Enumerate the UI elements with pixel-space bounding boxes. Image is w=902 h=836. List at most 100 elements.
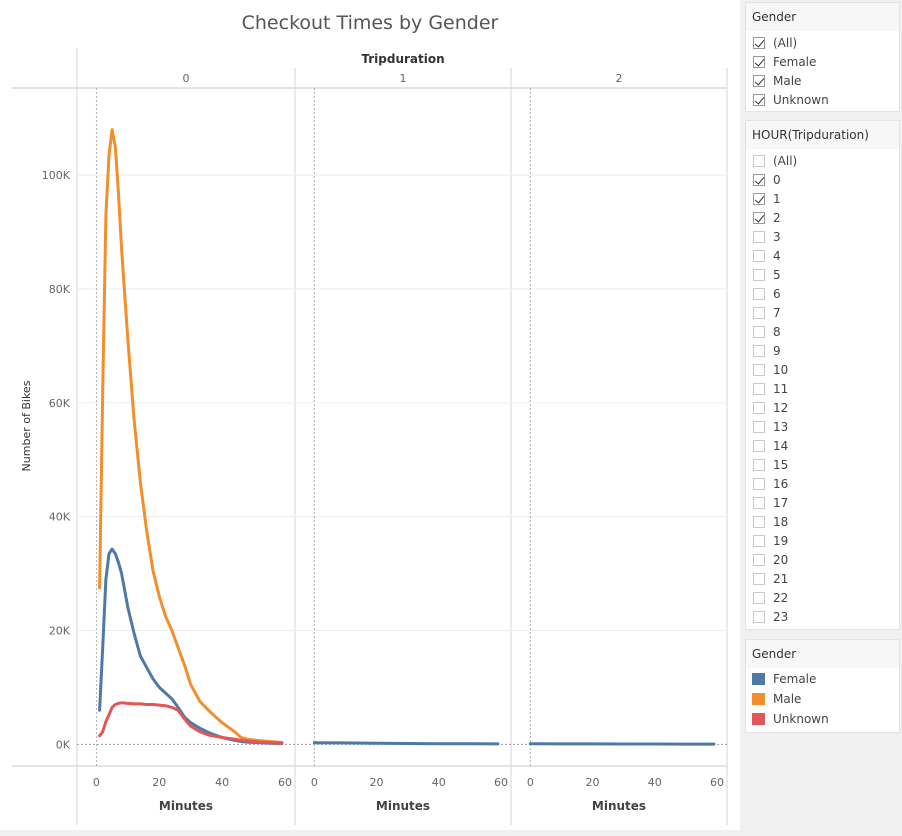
gender-filter-option[interactable]: (All) bbox=[746, 33, 899, 52]
gender-filter-option-label: Male bbox=[773, 73, 802, 88]
checkbox[interactable] bbox=[753, 287, 765, 300]
gender-filter-option[interactable]: Unknown bbox=[746, 90, 899, 109]
x-tick-label: 60 bbox=[278, 776, 292, 789]
x-tick-label: 0 bbox=[527, 776, 534, 789]
hour-filter-option-label: 8 bbox=[773, 324, 781, 339]
x-axis-title: Minutes bbox=[592, 799, 646, 813]
checkbox[interactable] bbox=[753, 363, 765, 376]
legend-list: Female Male Unknown bbox=[746, 668, 899, 732]
checkbox[interactable] bbox=[753, 344, 765, 357]
hour-filter-option-label: 23 bbox=[773, 609, 789, 624]
hour-filter-option[interactable]: 7 bbox=[746, 303, 899, 322]
legend-item[interactable]: Female bbox=[746, 669, 899, 689]
gender-filter-option-label: Female bbox=[773, 54, 817, 69]
hour-filter-list: (All) 0 1 2 3 4 5 6 7 8 9 10 11 12 13 14 15 16 17 18 19 20 21 2… bbox=[746, 149, 899, 629]
checkbox[interactable] bbox=[753, 534, 765, 547]
checkbox[interactable] bbox=[753, 477, 765, 490]
checkbox[interactable] bbox=[753, 36, 765, 49]
hour-filter-option[interactable]: 15 bbox=[746, 455, 899, 474]
hour-filter-option[interactable]: 11 bbox=[746, 379, 899, 398]
hour-filter-option[interactable]: 13 bbox=[746, 417, 899, 436]
x-tick-label: 20 bbox=[370, 776, 384, 789]
legend-swatch bbox=[752, 693, 765, 705]
checkbox[interactable] bbox=[753, 249, 765, 262]
legend-item[interactable]: Unknown bbox=[746, 709, 899, 729]
y-axis-title: Number of Bikes bbox=[20, 380, 33, 471]
checkbox[interactable] bbox=[753, 230, 765, 243]
checkbox[interactable] bbox=[753, 572, 765, 585]
hour-filter-option-label: 17 bbox=[773, 495, 789, 510]
checkbox[interactable] bbox=[753, 173, 765, 186]
checkbox[interactable] bbox=[753, 591, 765, 604]
x-tick-label: 40 bbox=[648, 776, 662, 789]
x-axis-title: Minutes bbox=[159, 799, 213, 813]
panel-label: 2 bbox=[616, 72, 623, 85]
checkbox[interactable] bbox=[753, 401, 765, 414]
hour-filter-option-label: 20 bbox=[773, 552, 789, 567]
x-tick-label: 0 bbox=[93, 776, 100, 789]
checkbox[interactable] bbox=[753, 382, 765, 395]
checkbox[interactable] bbox=[753, 515, 765, 528]
x-tick-label: 60 bbox=[494, 776, 508, 789]
hour-filter-option[interactable]: 20 bbox=[746, 550, 899, 569]
hour-filter-option[interactable]: 5 bbox=[746, 265, 899, 284]
checkbox[interactable] bbox=[753, 553, 765, 566]
checkbox[interactable] bbox=[753, 268, 765, 281]
hour-filter-option[interactable]: 18 bbox=[746, 512, 899, 531]
checkbox[interactable] bbox=[753, 93, 765, 106]
legend-label: Male bbox=[773, 692, 802, 706]
checkbox[interactable] bbox=[753, 192, 765, 205]
checkbox[interactable] bbox=[753, 439, 765, 452]
checkbox[interactable] bbox=[753, 55, 765, 68]
hour-filter-option-label: 0 bbox=[773, 172, 781, 187]
hour-filter-option-label: 15 bbox=[773, 457, 789, 472]
checkbox[interactable] bbox=[753, 496, 765, 509]
y-tick-label: 20K bbox=[49, 625, 71, 638]
checkbox[interactable] bbox=[753, 325, 765, 338]
legend-swatch bbox=[752, 713, 765, 725]
legend-title: Gender bbox=[746, 640, 899, 668]
hour-filter-option[interactable]: 1 bbox=[746, 189, 899, 208]
gender-filter-option-label: Unknown bbox=[773, 92, 829, 107]
hour-filter-option-label: 2 bbox=[773, 210, 781, 225]
x-tick-label: 40 bbox=[432, 776, 446, 789]
checkbox[interactable] bbox=[753, 74, 765, 87]
hour-filter-option[interactable]: 16 bbox=[746, 474, 899, 493]
y-tick-label: 80K bbox=[49, 283, 71, 296]
checkbox[interactable] bbox=[753, 458, 765, 471]
x-tick-label: 20 bbox=[586, 776, 600, 789]
legend-item[interactable]: Male bbox=[746, 689, 899, 709]
checkbox[interactable] bbox=[753, 610, 765, 623]
panel-label: 0 bbox=[183, 72, 190, 85]
gender-filter-option[interactable]: Female bbox=[746, 52, 899, 71]
hour-filter-option[interactable]: 6 bbox=[746, 284, 899, 303]
hour-filter-option[interactable]: 4 bbox=[746, 246, 899, 265]
series-line-male bbox=[98, 128, 284, 744]
hour-filter-option[interactable]: 10 bbox=[746, 360, 899, 379]
chart-title: Checkout Times by Gender bbox=[241, 12, 499, 34]
hour-filter-option-label: 7 bbox=[773, 305, 781, 320]
hour-filter-option[interactable]: 8 bbox=[746, 322, 899, 341]
checkbox[interactable] bbox=[753, 420, 765, 433]
hour-filter-option[interactable]: 2 bbox=[746, 208, 899, 227]
checkbox[interactable] bbox=[753, 306, 765, 319]
hour-filter-option[interactable]: 3 bbox=[746, 227, 899, 246]
y-tick-label: 0K bbox=[56, 738, 71, 751]
hour-filter-option[interactable]: 23 bbox=[746, 607, 899, 626]
hour-filter-option[interactable]: 19 bbox=[746, 531, 899, 550]
gender-filter-option[interactable]: Male bbox=[746, 71, 899, 90]
hour-filter-option-label: (All) bbox=[773, 153, 798, 168]
checkbox[interactable] bbox=[753, 154, 765, 167]
hour-filter-option-label: 19 bbox=[773, 533, 789, 548]
hour-filter-option[interactable]: (All) bbox=[746, 151, 899, 170]
hour-filter-option[interactable]: 14 bbox=[746, 436, 899, 455]
checkbox[interactable] bbox=[753, 211, 765, 224]
hour-filter-option[interactable]: 21 bbox=[746, 569, 899, 588]
series-line-female bbox=[98, 547, 284, 745]
hour-filter-option[interactable]: 9 bbox=[746, 341, 899, 360]
x-axis-title: Minutes bbox=[376, 799, 430, 813]
hour-filter-option[interactable]: 22 bbox=[746, 588, 899, 607]
hour-filter-option[interactable]: 12 bbox=[746, 398, 899, 417]
hour-filter-option[interactable]: 0 bbox=[746, 170, 899, 189]
hour-filter-option[interactable]: 17 bbox=[746, 493, 899, 512]
